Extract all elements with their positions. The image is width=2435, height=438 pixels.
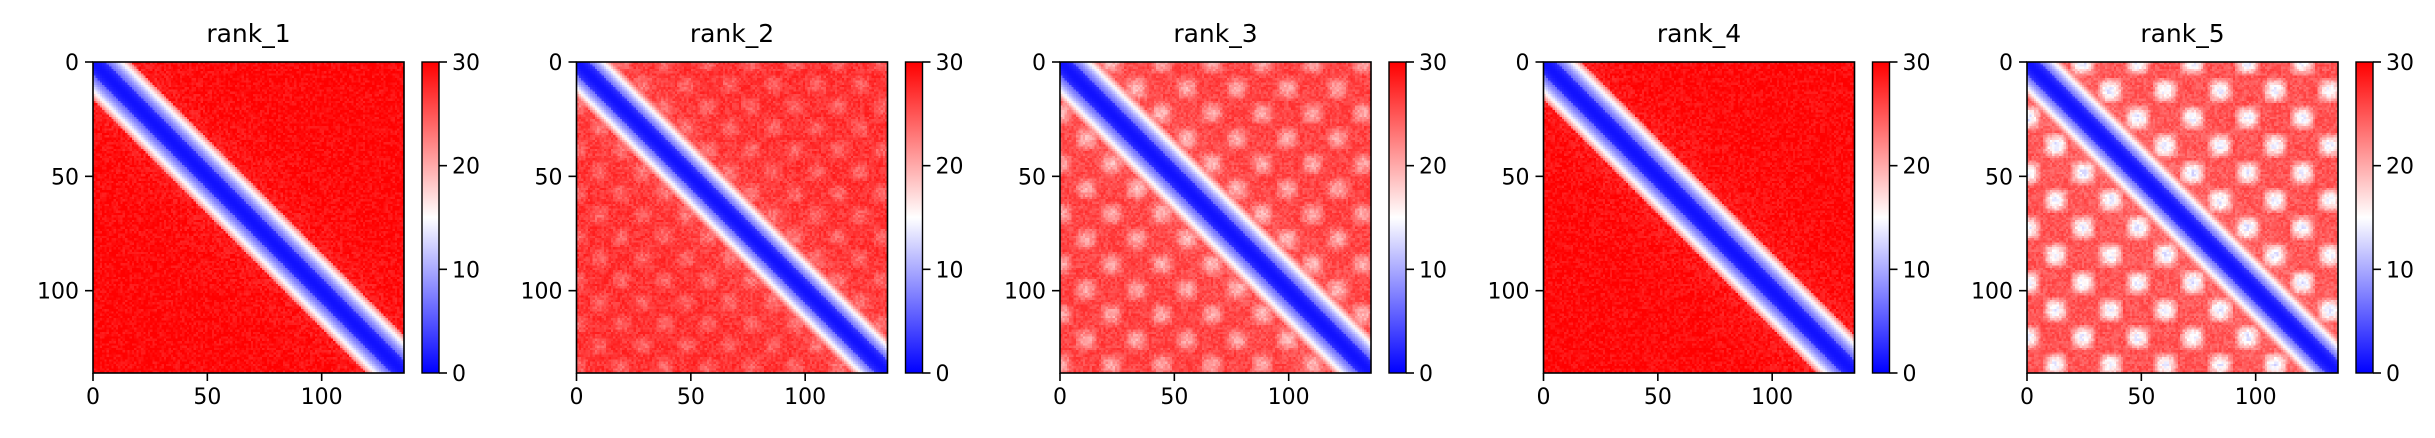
y-tick-label: 100 — [521, 280, 563, 305]
x-tick-label: 50 — [2127, 385, 2155, 410]
heatmap-cells — [1543, 62, 1855, 373]
colorbar-tick-label: 10 — [452, 258, 480, 283]
heatmap-frame — [575, 61, 889, 374]
colorbar-tick-label: 10 — [1903, 258, 1931, 283]
x-tick-label: 0 — [1537, 385, 1551, 410]
colorbar — [904, 61, 924, 374]
panel-title: rank_3 — [1173, 19, 1257, 48]
colorbar-tick-label: 10 — [936, 258, 964, 283]
x-tick-label: 0 — [570, 385, 584, 410]
colorbar-tick-label: 20 — [452, 155, 480, 180]
colorbar — [1388, 61, 1407, 374]
heatmap-frame — [92, 61, 405, 374]
colorbar-tick-label: 10 — [2386, 258, 2414, 283]
y-tick-label: 50 — [535, 165, 563, 190]
y-tick-label: 50 — [51, 165, 79, 190]
x-tick-label: 100 — [784, 385, 826, 410]
colorbar-tick-label: 20 — [2386, 155, 2414, 180]
x-tick-label: 50 — [1160, 385, 1188, 410]
y-tick-label: 100 — [1971, 280, 2013, 305]
colorbar — [421, 61, 440, 374]
x-tick-label: 0 — [1053, 385, 1067, 410]
colorbar-tick-label: 10 — [1419, 258, 1447, 283]
colorbar-tick-label: 0 — [452, 362, 466, 387]
colorbar-tick-label: 20 — [1903, 155, 1931, 180]
x-tick-label: 100 — [1268, 385, 1310, 410]
heatmap-cells — [2027, 62, 2338, 373]
panel-title: rank_1 — [206, 19, 290, 48]
panel-title: rank_2 — [690, 19, 774, 48]
heatmap-frame — [2026, 61, 2339, 374]
heatmap-frame — [1059, 61, 1372, 374]
x-tick-label: 100 — [301, 385, 343, 410]
x-tick-label: 100 — [2235, 385, 2277, 410]
y-tick-label: 50 — [1502, 165, 1530, 190]
heatmap-panel-5: rank_5 0 50 100 0 50 100 0 10 20 30 — [1971, 19, 2414, 410]
y-tick-label: 100 — [37, 280, 79, 305]
y-tick-label: 0 — [1999, 51, 2013, 76]
x-tick-label: 0 — [2020, 385, 2034, 410]
heatmap-panel-1: rank_1 0 50 100 0 50 100 0 10 20 30 — [37, 19, 480, 410]
colorbar — [1871, 61, 1891, 374]
colorbar-tick-label: 0 — [2386, 362, 2400, 387]
colorbar-tick-label: 30 — [936, 51, 964, 76]
x-tick-label: 50 — [677, 385, 705, 410]
y-tick-label: 0 — [65, 51, 79, 76]
colorbar — [2355, 61, 2374, 374]
colorbar-tick-label: 0 — [1903, 362, 1917, 387]
x-tick-label: 100 — [1751, 385, 1793, 410]
x-tick-label: 50 — [1644, 385, 1672, 410]
y-tick-label: 0 — [1516, 51, 1530, 76]
heatmap-frame — [1542, 61, 1856, 374]
colorbar-tick-label: 0 — [1419, 362, 1433, 387]
panel-title: rank_5 — [2140, 19, 2224, 48]
y-tick-label: 100 — [1488, 280, 1530, 305]
heatmap-panel-3: rank_3 0 50 100 0 50 100 0 10 20 30 — [1004, 19, 1447, 410]
colorbar-tick-label: 30 — [452, 51, 480, 76]
colorbar-tick-label: 30 — [1419, 51, 1447, 76]
heatmap-cells — [93, 62, 404, 373]
colorbar-tick-label: 20 — [936, 155, 964, 180]
colorbar-tick-label: 20 — [1419, 155, 1447, 180]
y-tick-label: 50 — [1985, 165, 2013, 190]
colorbar-tick-label: 30 — [1903, 51, 1931, 76]
heatmap-panel-2: rank_2 0 50 100 0 50 100 0 10 20 30 — [521, 19, 964, 410]
y-tick-label: 50 — [1018, 165, 1046, 190]
y-tick-label: 0 — [549, 51, 563, 76]
y-tick-label: 0 — [1032, 51, 1046, 76]
colorbar-tick-label: 30 — [2386, 51, 2414, 76]
heatmap-panel-4: rank_4 0 50 100 0 50 100 0 10 20 30 — [1488, 19, 1931, 410]
y-tick-label: 100 — [1004, 280, 1046, 305]
x-tick-label: 0 — [86, 385, 100, 410]
x-tick-label: 50 — [193, 385, 221, 410]
heatmap-cells — [1060, 62, 1371, 373]
panel-title: rank_4 — [1657, 19, 1741, 48]
colorbar-tick-label: 0 — [936, 362, 950, 387]
heatmap-cells — [576, 62, 888, 373]
